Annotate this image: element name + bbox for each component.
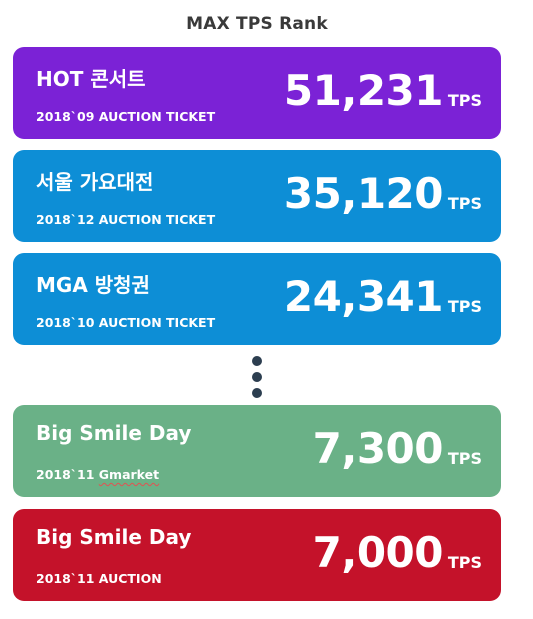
card-name: Big Smile Day [36,421,192,445]
card-subtitle: 2018`12 AUCTION TICKET [36,212,216,227]
card-subtitle: 2018`11 AUCTION [36,571,162,586]
card-name: HOT 콘서트 [36,67,146,91]
card-tps-value: 24,341 [283,272,444,321]
card-tps-value: 51,231 [283,66,444,115]
card-subtitle: 2018`11 Gmarket [36,467,159,482]
card-tps-value: 35,120 [283,169,444,218]
rank-card-4: Big Smile Day 2018`11 Gmarket 7,300 TPS [13,405,501,497]
card-tps-unit: TPS [447,297,482,316]
card-subtitle: 2018`10 AUCTION TICKET [36,315,216,330]
dot [252,388,262,398]
card-tps-value: 7,300 [312,424,444,473]
dot [252,372,262,382]
card-tps-value: 7,000 [312,528,444,577]
card-subtitle: 2018`09 AUCTION TICKET [36,109,216,124]
card-name: Big Smile Day [36,525,192,549]
rank-card-5: Big Smile Day 2018`11 AUCTION 7,000 TPS [13,509,501,601]
rank-card-2: 서울 가요대전 2018`12 AUCTION TICKET 35,120 TP… [13,150,501,242]
card-subtitle-prefix: 2018`11 [36,467,99,482]
card-subtitle-store: Gmarket [98,467,160,482]
page-title: MAX TPS Rank [186,14,328,34]
rank-card-3: MGA 방청권 2018`10 AUCTION TICKET 24,341 TP… [13,253,501,345]
card-tps-unit: TPS [447,449,482,468]
rank-card-1: HOT 콘서트 2018`09 AUCTION TICKET 51,231 TP… [13,47,501,139]
dot [252,356,262,366]
card-tps-unit: TPS [447,91,482,110]
card-name: MGA 방청권 [36,273,150,297]
card-name: 서울 가요대전 [36,170,154,194]
card-tps-unit: TPS [447,553,482,572]
card-tps-unit: TPS [447,194,482,213]
vertical-ellipsis-icon [251,356,263,398]
